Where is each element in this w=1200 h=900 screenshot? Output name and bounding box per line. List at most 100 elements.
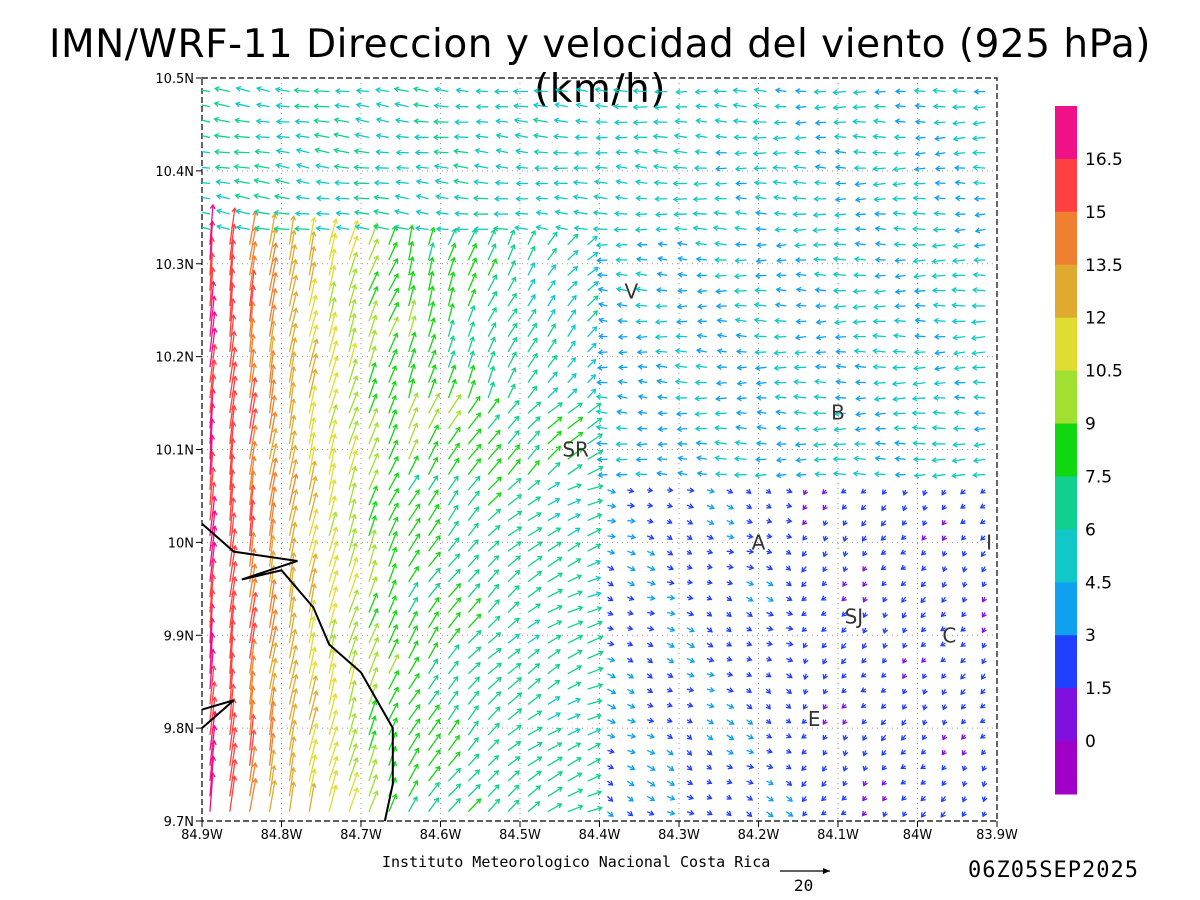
wind-arrow-head [860,488,867,494]
wind-arrow [547,309,556,322]
wind-arrow-head [954,195,961,202]
wind-arrow-head [914,302,920,309]
wind-arrow [427,334,436,353]
wind-arrow [476,135,489,139]
wind-arrow-head [454,734,460,741]
wind-arrow [813,213,827,216]
wind-arrow-head [514,601,520,607]
wind-arrow-head [820,610,827,616]
wind-arrow [913,212,926,215]
wind-arrow-head [715,165,721,172]
wind-arrow-head [450,256,456,263]
wind-arrow-head [746,488,752,494]
wind-arrow [587,791,602,798]
wind-arrow-head [892,195,898,202]
wind-arrow [895,120,906,123]
wind-arrow-head [709,702,715,709]
wind-arrow-head [727,671,734,678]
wind-arrow-head [708,519,715,526]
wind-arrow-head [615,271,621,278]
wind-arrow [288,704,297,736]
wind-arrow-head [596,591,602,598]
wind-arrow [696,258,707,261]
wind-arrow-head [391,562,398,569]
wind-arrow-head [435,733,441,739]
wind-arrow [527,541,543,552]
wind-arrow-head [812,211,819,218]
wind-arrow-head [312,491,319,498]
wind-arrow-head [734,165,741,172]
wind-arrow [447,735,460,751]
wind-arrow [527,445,540,460]
wind-arrow [388,226,397,245]
wind-arrow [753,152,767,155]
wind-arrow-head [940,812,946,818]
wind-arrow-head [628,657,634,663]
wind-arrow [598,473,608,476]
wind-arrow-head [515,648,521,654]
wind-arrow-head [413,640,419,646]
wind-arrow-head [534,479,541,486]
wind-arrow [236,87,250,93]
wind-arrow [336,212,350,215]
wind-arrow [428,519,440,537]
wind-arrow [587,281,599,292]
wind-arrow [408,657,419,675]
wind-arrow [934,212,946,215]
wind-arrow-head [687,519,694,525]
wind-arrow-head [647,657,654,664]
wind-arrow [348,542,357,567]
wind-arrow [388,563,397,583]
wind-arrow-head [231,528,238,534]
wind-arrow [693,198,707,200]
wind-arrow-head [912,380,918,387]
wind-arrow-head [351,283,358,290]
wind-arrow [507,260,516,276]
wind-arrow [915,319,926,322]
wind-arrow [755,351,767,354]
wind-arrow [914,89,926,93]
wind-arrow-head [669,795,676,801]
wind-arrow-head [677,455,683,462]
wind-arrow-head [657,256,663,262]
wind-arrow-head [922,705,928,711]
wind-arrow-head [632,88,639,95]
wind-arrow-head [433,163,440,170]
wind-arrow-head [597,698,603,705]
wind-arrow [348,757,358,782]
wind-arrow-head [291,429,298,436]
wind-arrow [527,587,542,598]
wind-arrow-head [754,210,761,216]
wind-arrow [427,379,436,399]
wind-arrow [547,527,561,537]
wind-arrow-head [786,581,792,587]
wind-arrow-head [822,536,829,542]
wind-arrow [835,198,847,201]
wind-arrow-head [672,148,679,155]
wind-arrow [855,182,866,186]
wind-arrow [229,698,235,736]
wind-arrow-head [755,380,762,387]
wind-arrow [447,257,455,276]
wind-arrow-head [474,583,481,589]
wind-arrow-head [371,329,378,335]
wind-arrow-head [813,195,819,202]
wind-arrow-head [333,132,339,138]
wind-arrow [773,166,787,169]
wind-arrow-head [874,425,881,432]
wind-arrow-head [795,104,801,111]
wind-arrow [656,365,668,368]
wind-arrow-head [254,225,260,232]
wind-arrow [587,667,603,675]
wind-arrow [607,519,616,522]
wind-arrow-head [353,420,359,426]
wind-arrow [288,645,297,674]
wind-arrow-head [373,651,379,657]
wind-arrow-head [555,527,562,533]
wind-arrow-head [802,704,808,710]
wind-arrow-head [654,348,661,355]
wind-arrow-head [408,224,415,231]
wind-arrow [596,410,608,414]
wind-arrow-head [668,765,675,772]
wind-arrow-head [213,132,220,139]
